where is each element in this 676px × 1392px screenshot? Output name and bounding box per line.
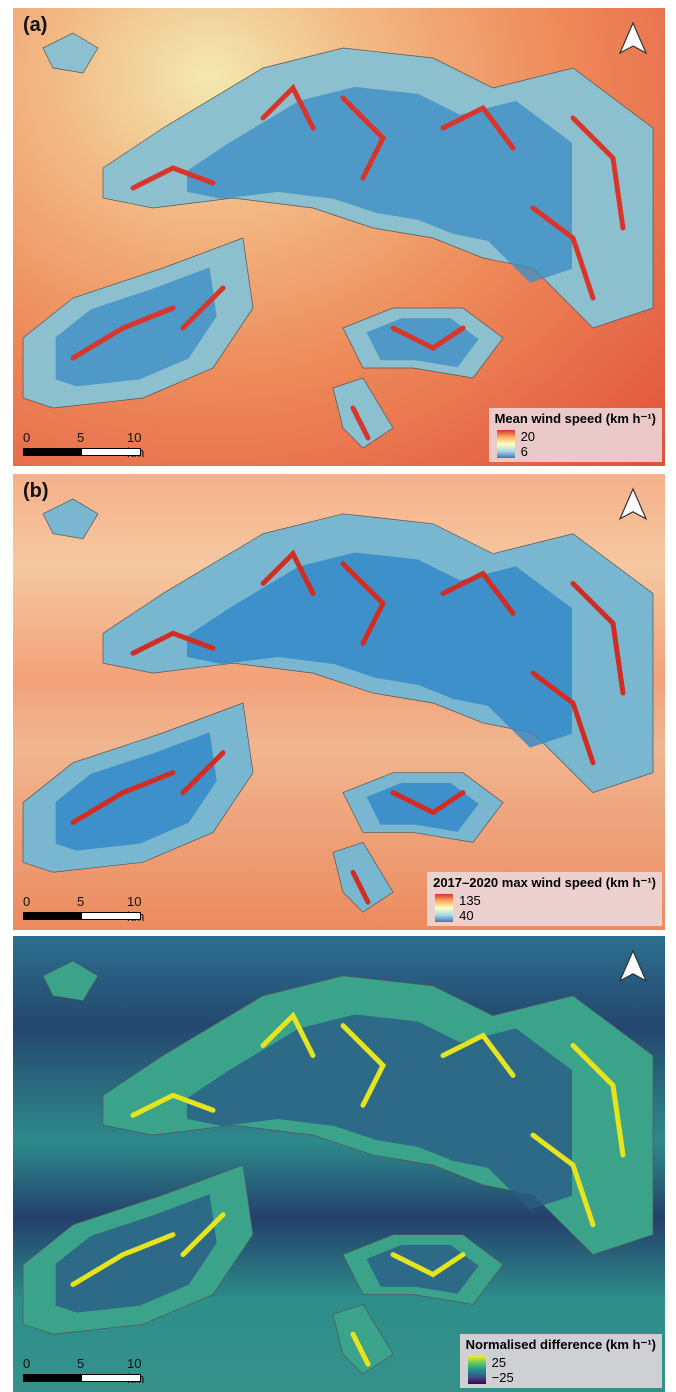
scale-label: 0 (23, 1356, 30, 1371)
scale-label: 5 (77, 1356, 84, 1371)
page: (a)0510 kmMean wind speed (km h⁻¹)206 (b… (0, 0, 676, 1392)
legend-low: 6 (521, 445, 535, 458)
scale-segment (81, 912, 141, 920)
scale-segment (81, 448, 141, 456)
legend-high: 135 (459, 894, 481, 907)
legend-low: −25 (492, 1371, 514, 1384)
map-raster (13, 474, 665, 930)
legend-swatch (468, 1356, 486, 1384)
land-area (333, 378, 393, 448)
land-area (43, 961, 98, 1001)
north-arrow (620, 951, 646, 981)
scale-label: 0 (23, 894, 30, 909)
land-area (333, 1304, 393, 1374)
legend: Normalised difference (km h⁻¹)25−25 (460, 1334, 662, 1388)
legend-swatch (435, 894, 453, 922)
panel-label: (a) (23, 14, 47, 37)
legend-title: 2017–2020 max wind speed (km h⁻¹) (433, 875, 656, 891)
land-area (333, 842, 393, 912)
scale-segment (23, 912, 83, 920)
scale-label: 5 (77, 894, 84, 909)
land-area (43, 499, 98, 539)
legend-title: Mean wind speed (km h⁻¹) (495, 411, 656, 427)
scale-segment (81, 1374, 141, 1382)
map-raster (13, 936, 665, 1392)
legend-title: Normalised difference (km h⁻¹) (466, 1337, 656, 1353)
north-arrow (620, 489, 646, 519)
panel-label: (b) (23, 480, 49, 503)
land-area (43, 33, 98, 73)
legend-values: 25−25 (492, 1356, 514, 1384)
north-arrow (620, 23, 646, 53)
legend-low: 40 (459, 909, 481, 922)
map-raster (13, 8, 665, 466)
legend-row: 25−25 (468, 1356, 656, 1384)
legend-swatch (497, 430, 515, 458)
scale-label: 5 (77, 430, 84, 445)
legend-high: 25 (492, 1356, 514, 1369)
scale-segment (23, 1374, 83, 1382)
legend-high: 20 (521, 430, 535, 443)
scale-label: 0 (23, 430, 30, 445)
scale-segment (23, 448, 83, 456)
